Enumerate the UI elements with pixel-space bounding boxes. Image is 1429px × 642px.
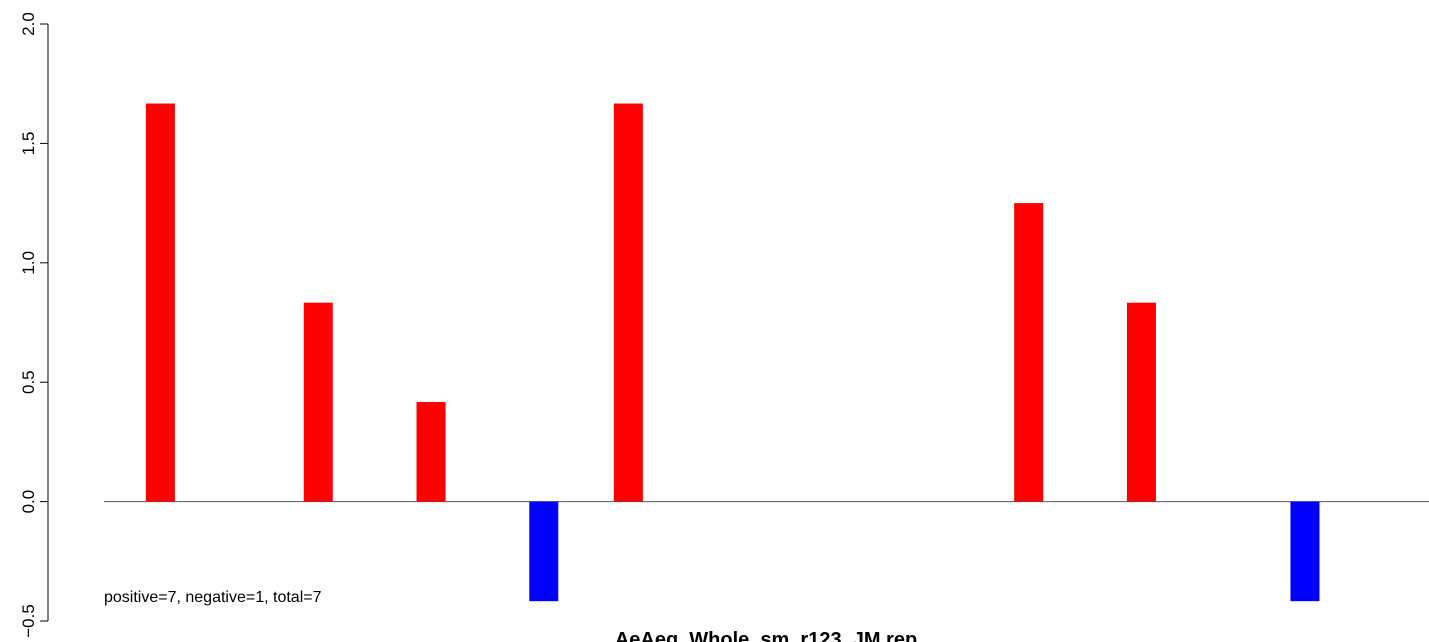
- y-tick-label: −0.5: [19, 604, 38, 638]
- count-annotation: positive=7, negative=1, total=7: [104, 589, 322, 606]
- bar-1: [145, 103, 175, 502]
- bar-6: [1014, 203, 1044, 502]
- bar-5: [613, 103, 643, 502]
- y-tick-label: 1.5: [19, 132, 38, 156]
- y-tick-label: 0.5: [19, 370, 38, 394]
- chart-title: AeAeg_Whole_sm_r123_JM.rep: [615, 629, 917, 642]
- y-axis: −0.5 0.0 0.5 1.0 1.5 2.0: [19, 12, 49, 638]
- y-tick-label: 1.0: [19, 251, 38, 275]
- y-tick-label: 2.0: [19, 12, 38, 36]
- bar-2: [303, 302, 333, 502]
- y-tick-label: 0.0: [19, 490, 38, 514]
- bar-3: [416, 402, 446, 502]
- bars: [145, 103, 1320, 602]
- bar-4: [529, 501, 559, 602]
- bar-7: [1126, 302, 1156, 502]
- bar-8: [1290, 501, 1320, 602]
